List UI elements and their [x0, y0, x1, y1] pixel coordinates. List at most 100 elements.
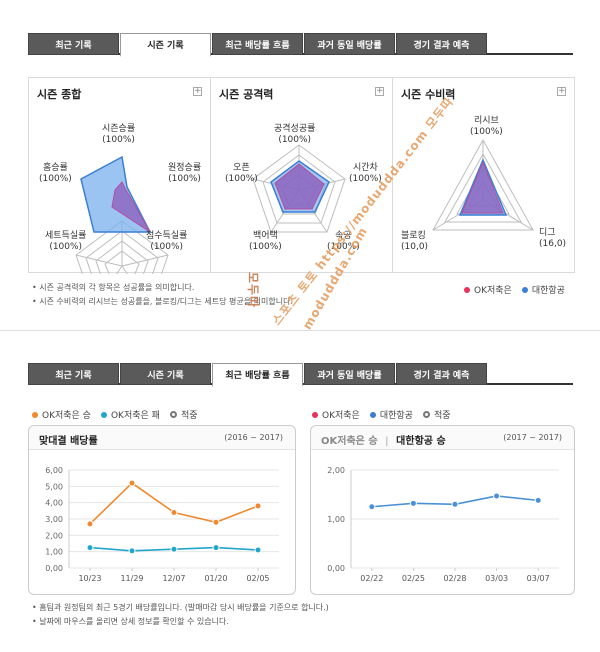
chart-range: (2017 ~ 2017) — [503, 433, 562, 442]
recent-odds-chart: OK저축은 승 | 대한항공 승 (2017 ~ 2017) 2,00 1,00 0… — [310, 425, 575, 595]
x-tick-label: 11/29 — [120, 574, 143, 583]
chart-title: OK저축은 승 | 대한항공 승 — [321, 432, 446, 447]
tab-recent-record[interactable]: 최근 기록 — [28, 363, 119, 385]
data-point — [451, 500, 459, 508]
team-a-dot-icon — [312, 411, 318, 418]
y-tick-label: 2,00 — [327, 466, 345, 475]
data-point — [493, 492, 501, 500]
chart-range: (2016 ~ 2017) — [224, 433, 283, 442]
tab-recent-odds-flow[interactable]: 최근 배당률 흐름 — [212, 33, 303, 55]
section-divider — [0, 330, 600, 331]
tab-recent-record[interactable]: 최근 기록 — [28, 33, 119, 55]
label-away-winrate: 원정승률 (100%) — [168, 163, 202, 184]
x-tick-label: 02/25 — [402, 574, 425, 583]
label-dig: 디그 (16,0) — [539, 228, 567, 249]
defense-radar-chart — [432, 138, 534, 231]
head-to-head-odds-chart: 맞대결 배당률 (2016 ~ 2017) 6,00 5,00 4,00 3,00 2,… — [28, 425, 296, 595]
label-back-attack: 백어택 (100%) — [249, 231, 282, 252]
data-point — [254, 546, 262, 554]
right-chart-legend: OK저축은 대한항공 적중 — [312, 408, 451, 421]
season-defense-panel: 시즌 수비력 + 리시브 (100%) 블로킹 (10,0) 디그 (16,0) — [392, 77, 575, 273]
data-point — [170, 545, 178, 553]
season-overall-panel: 시즌 종합 + 시즌승률 (100%) 원정승률 (100%) 점수득실률 (100%… — [28, 77, 211, 274]
label-quick-time: 시간차 (100%) — [349, 163, 382, 184]
team-b-label: 대한항공 — [531, 286, 565, 296]
lose-dot-icon — [100, 411, 107, 418]
tab-season-record[interactable]: 시즌 기록 — [120, 33, 211, 57]
legend-team-b-label: 대한항공 — [379, 411, 413, 421]
odds-line-chart: 2,00 1,00 0,00 02/22 02/25 02/28 03/03 03/07 — [327, 466, 559, 583]
data-point — [128, 479, 136, 487]
chart-header: OK저축은 승 | 대한항공 승 (2017 ~ 2017) — [311, 426, 574, 450]
top-tab-bar: 최근 기록 시즌 기록 최근 배당률 흐름 과거 동일 배당률 경기 결과 예측 — [28, 33, 573, 57]
y-tick-label: 1,00 — [45, 548, 63, 557]
plus-icon[interactable]: + — [375, 86, 384, 96]
label-receive: 리시브 (100%) — [470, 116, 503, 137]
plus-icon[interactable]: + — [557, 86, 566, 96]
tab-past-same-odds[interactable]: 과거 동일 배당률 — [304, 33, 395, 55]
panel-title: 시즌 종합 — [37, 88, 82, 101]
y-tick-label: 0,00 — [45, 564, 63, 573]
x-tick-label: 03/07 — [527, 574, 550, 583]
data-point — [212, 518, 220, 526]
tab-match-prediction[interactable]: 경기 결과 예측 — [396, 33, 487, 55]
label-open: 오픈 (100%) — [225, 163, 258, 184]
note-recent-odds: • 홈팀과 원정팀의 최근 5경기 배당률입니다. (발매마감 당시 배당률을 … — [32, 603, 329, 612]
data-point — [409, 499, 417, 507]
y-tick-label: 3,00 — [45, 515, 63, 524]
team-a-label: OK저축은 — [474, 286, 512, 296]
y-tick-label: 2,00 — [45, 531, 63, 540]
label-blocking: 블로킹 (10,0) — [401, 231, 429, 252]
note-attack: • 시즌 공격력의 각 항목은 성공률을 의미합니다. — [32, 283, 195, 292]
plus-icon[interactable]: + — [193, 86, 202, 96]
label-quick-attack: 속공 (100%) — [327, 231, 360, 252]
season-attack-panel: 시즌 공격력 + 공격성공률 (100%) 시간차 (100%) 속공 (100%) … — [210, 77, 393, 273]
hit-ring-icon — [422, 411, 430, 418]
chart-header: 맞대결 배당률 (2016 ~ 2017) — [29, 426, 295, 450]
panel-title: 시즌 공격력 — [219, 88, 274, 101]
overall-radar-chart — [75, 155, 169, 274]
data-point — [534, 496, 542, 504]
team-b-dot-icon — [369, 411, 376, 418]
team-legend: OK저축은 대한항공 — [464, 283, 565, 296]
label-set-ratio: 세트득실률 (100%) — [45, 231, 87, 252]
attack-radar-chart — [252, 144, 346, 233]
separator: | — [385, 436, 389, 447]
note-defense: • 시즌 수비력의 리시브는 성공률을, 블로킹/디그는 세트당 평균을 의미합… — [32, 297, 294, 306]
legend-team-a-label: OK저축은 — [322, 411, 360, 421]
note-hover-info: • 날짜에 마우스를 올리면 상세 정보를 확인할 수 있습니다. — [32, 617, 229, 626]
tab-past-same-odds[interactable]: 과거 동일 배당률 — [304, 363, 395, 385]
x-tick-label: 12/07 — [162, 574, 185, 583]
y-tick-label: 0,00 — [327, 564, 345, 573]
legend-hit-label: 적중 — [433, 411, 451, 421]
chart-title: 맞대결 배당률 — [39, 436, 98, 447]
panel-title: 시즌 수비력 — [401, 88, 456, 101]
y-tick-label: 6,00 — [45, 466, 63, 475]
odds-line-chart: 6,00 5,00 4,00 3,00 2,00 1,00 0,00 10/23 11/29 12… — [45, 466, 279, 583]
data-point — [368, 503, 376, 511]
hit-ring-icon — [169, 411, 177, 418]
label-attack-success: 공격성공률 (100%) — [274, 124, 316, 145]
legend-lose-label: OK저축은 패 — [110, 411, 160, 421]
label-point-ratio: 점수득실률 (100%) — [146, 231, 188, 252]
x-tick-label: 01/20 — [204, 574, 227, 583]
tab-recent-odds-flow[interactable]: 최근 배당률 흐름 — [212, 363, 303, 387]
data-point — [86, 544, 94, 552]
legend-win-label: OK저축은 승 — [42, 411, 91, 421]
bottom-tab-bar: 최근 기록 시즌 기록 최근 배당률 흐름 과거 동일 배당률 경기 결과 예측 — [28, 363, 573, 387]
data-point — [170, 508, 178, 516]
tab-season-record[interactable]: 시즌 기록 — [120, 363, 211, 385]
x-tick-label: 03/03 — [485, 574, 508, 583]
tab-match-prediction[interactable]: 경기 결과 예측 — [396, 363, 487, 385]
team-a-dot-icon — [464, 286, 470, 293]
data-point — [86, 520, 94, 528]
series-line — [89, 482, 259, 525]
y-tick-label: 1,00 — [327, 515, 345, 524]
win-dot-icon — [32, 411, 38, 418]
y-tick-label: 4,00 — [45, 499, 63, 508]
label-season-winrate: 시즌승률 (100%) — [102, 124, 136, 145]
label-home-winrate: 홈승률 (100%) — [39, 163, 72, 184]
left-chart-legend: OK저축은 승 OK저축은 패 적중 — [32, 408, 198, 421]
watermark-text: 모두따 — [246, 272, 260, 309]
x-tick-label: 10/23 — [78, 574, 101, 583]
